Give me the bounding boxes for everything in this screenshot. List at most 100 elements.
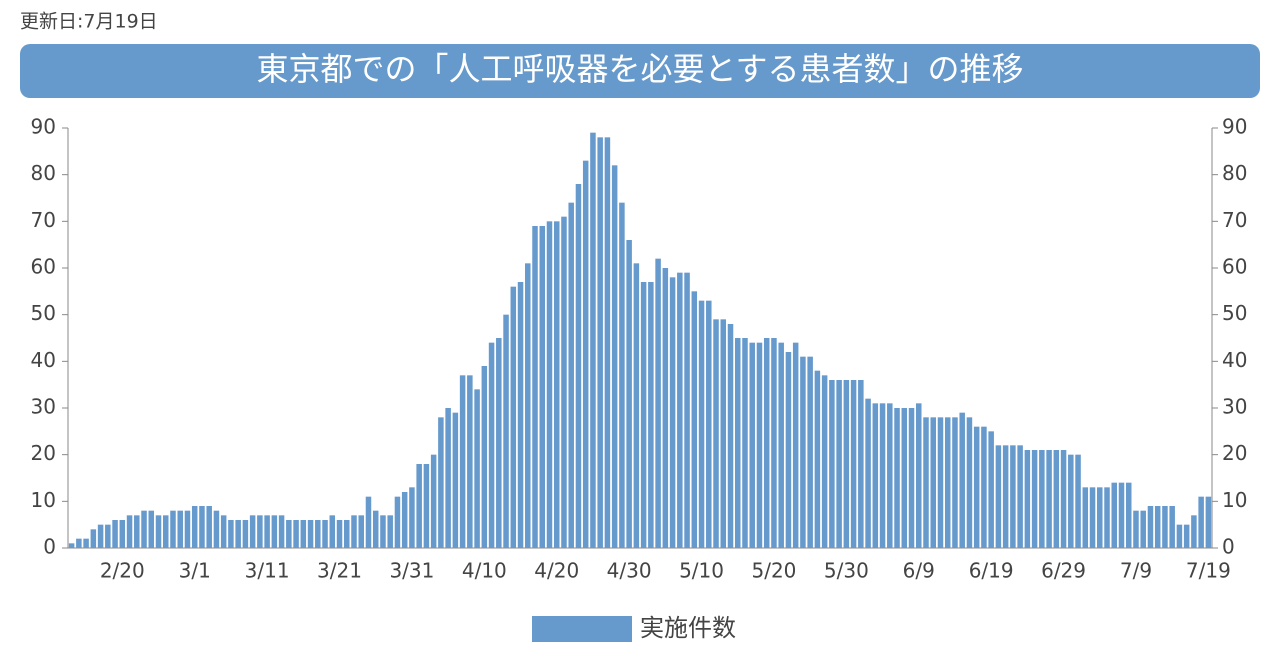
bar	[271, 515, 278, 548]
y-tick-label: 20	[31, 441, 56, 465]
bar	[380, 515, 386, 548]
bar	[677, 272, 683, 548]
bar	[901, 408, 908, 548]
x-tick-label: 4/20	[534, 559, 579, 583]
bar	[561, 216, 567, 548]
x-tick-label: 3/1	[179, 559, 211, 583]
bar	[155, 515, 162, 548]
bar	[1046, 450, 1052, 548]
bar	[249, 515, 256, 548]
bar	[669, 277, 676, 548]
bar	[763, 338, 770, 548]
bar	[1147, 506, 1154, 548]
bar	[952, 417, 958, 548]
bar	[546, 221, 553, 549]
x-tick-label: 5/30	[824, 559, 869, 583]
bar	[973, 426, 980, 548]
bar	[662, 268, 669, 548]
bar	[112, 520, 118, 548]
bar	[474, 389, 480, 548]
bar	[691, 291, 698, 548]
bar	[148, 510, 155, 548]
x-tick-label: 3/31	[389, 559, 434, 583]
bar	[1191, 515, 1197, 548]
y2-tick-label: 80	[1222, 161, 1247, 185]
bar	[959, 412, 965, 548]
bar	[749, 342, 755, 548]
bar	[995, 445, 1002, 548]
bar	[807, 356, 813, 548]
bar	[488, 342, 495, 548]
bar	[1089, 487, 1096, 548]
bar	[850, 380, 857, 548]
bar	[981, 426, 987, 548]
y2-tick-label: 10	[1222, 488, 1247, 512]
bar	[401, 492, 408, 548]
bar	[879, 403, 886, 548]
bar	[1010, 445, 1016, 548]
bar	[553, 221, 560, 549]
bar	[68, 543, 75, 548]
bar	[698, 300, 705, 548]
bar	[315, 520, 321, 548]
bar	[365, 496, 372, 548]
bar	[126, 515, 133, 548]
bar	[619, 202, 625, 548]
bar	[119, 520, 126, 548]
y2-tick-label: 40	[1222, 348, 1247, 372]
title-bar	[20, 44, 1260, 98]
x-tick-label: 3/21	[317, 559, 362, 583]
y2-tick-label: 0	[1222, 535, 1235, 559]
bar	[1024, 450, 1031, 548]
bar	[640, 282, 647, 548]
y-tick-label: 80	[31, 161, 56, 185]
bar	[597, 137, 603, 549]
bar	[865, 398, 871, 548]
bar	[655, 258, 661, 548]
bar	[1205, 496, 1212, 548]
bar	[894, 408, 900, 548]
bar	[394, 496, 401, 548]
bar	[467, 375, 473, 548]
bar	[162, 515, 169, 548]
bar	[1082, 487, 1089, 548]
bar	[684, 272, 690, 548]
bar	[191, 506, 198, 548]
x-tick-label: 5/10	[679, 559, 724, 583]
bar	[336, 520, 343, 548]
bar	[1169, 506, 1175, 548]
bar	[1118, 482, 1125, 548]
bar	[1017, 445, 1023, 548]
bar	[510, 286, 517, 548]
bar	[213, 510, 220, 548]
bar	[517, 282, 524, 548]
x-tick-label: 7/19	[1186, 559, 1231, 583]
bar	[177, 510, 183, 548]
bar	[800, 356, 806, 548]
y2-tick-label: 70	[1222, 208, 1247, 232]
bar	[105, 524, 111, 548]
bar	[264, 515, 270, 548]
bar	[727, 324, 734, 548]
y2-tick-label: 60	[1222, 255, 1247, 279]
bar	[141, 510, 147, 548]
bar	[293, 520, 299, 548]
x-tick-label: 4/30	[607, 559, 652, 583]
bar	[720, 319, 727, 548]
bar	[1140, 510, 1146, 548]
bar	[184, 510, 191, 548]
bar	[611, 165, 618, 549]
bar	[633, 263, 640, 548]
bar	[220, 515, 227, 548]
bar	[858, 380, 864, 548]
bar	[713, 319, 719, 548]
bar	[778, 342, 784, 548]
x-tick-label: 6/19	[969, 559, 1014, 583]
bar	[278, 515, 285, 548]
bar	[430, 454, 437, 548]
x-tick-label: 2/20	[100, 559, 145, 583]
bar	[97, 524, 104, 548]
y2-tick-label: 30	[1222, 395, 1247, 419]
